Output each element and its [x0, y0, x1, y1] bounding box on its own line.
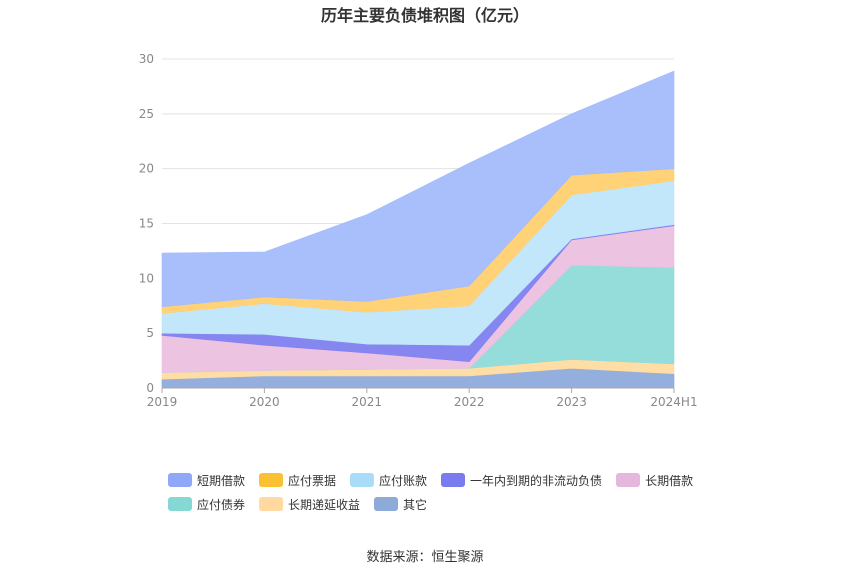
legend: 短期借款 应付票据 应付账款 一年内到期的非流动负债 长期借款应付债券 长期递延收益 其它: [168, 472, 728, 512]
legend-label: 一年内到期的非流动负债: [470, 473, 603, 488]
legend-item[interactable]: 短期借款: [168, 472, 245, 488]
y-tick-label: 5: [146, 326, 154, 340]
y-tick-label: 15: [139, 217, 154, 231]
legend-item[interactable]: 应付账款: [350, 472, 427, 488]
legend-item[interactable]: 一年内到期的非流动负债: [441, 472, 602, 488]
legend-label: 长期递延收益: [288, 497, 361, 512]
legend-swatch: [259, 473, 284, 487]
legend-swatch: [441, 473, 466, 487]
legend-item[interactable]: 长期借款: [616, 472, 693, 488]
legend-swatch: [374, 497, 399, 511]
y-tick-label: 0: [146, 381, 154, 395]
legend-swatch: [616, 473, 641, 487]
chart-title: 历年主要负债堆积图（亿元）: [320, 6, 529, 25]
legend-swatch: [168, 473, 192, 487]
legend-label: 应付票据: [288, 473, 337, 488]
y-tick-label: 10: [139, 271, 154, 285]
legend-item[interactable]: 应付债券: [168, 496, 245, 512]
legend-swatch: [350, 473, 375, 487]
area-layers: [161, 70, 675, 389]
legend-item[interactable]: 长期递延收益: [259, 496, 360, 512]
x-tick-label: 2022: [454, 395, 485, 409]
legend-label: 应付账款: [379, 473, 428, 488]
legend-label: 短期借款: [197, 473, 246, 488]
y-tick-label: 30: [139, 52, 154, 66]
legend-label: 应付债券: [197, 497, 246, 512]
x-tick-label: 2019: [147, 395, 178, 409]
legend-swatch: [168, 497, 192, 511]
legend-item[interactable]: 应付票据: [259, 472, 336, 488]
legend-label: 长期借款: [645, 473, 694, 488]
x-tick-label: 2023: [556, 395, 587, 409]
legend-item[interactable]: 其它: [374, 496, 427, 512]
x-tick-label: 2024H1: [650, 395, 697, 409]
x-axis: 2019 2020 2021 2022 2023 2024H1: [147, 387, 698, 409]
legend-swatch: [259, 497, 284, 511]
legend-label: 其它: [403, 497, 428, 512]
x-tick-label: 2021: [352, 395, 383, 409]
y-tick-label: 20: [139, 162, 154, 176]
x-tick-label: 2020: [249, 395, 280, 409]
data-source-note: 数据来源：恒生聚源: [366, 550, 484, 565]
y-axis: 0 5 10 15 20 25 30: [139, 52, 154, 395]
area-series: [161, 70, 675, 308]
y-tick-label: 25: [139, 107, 154, 121]
